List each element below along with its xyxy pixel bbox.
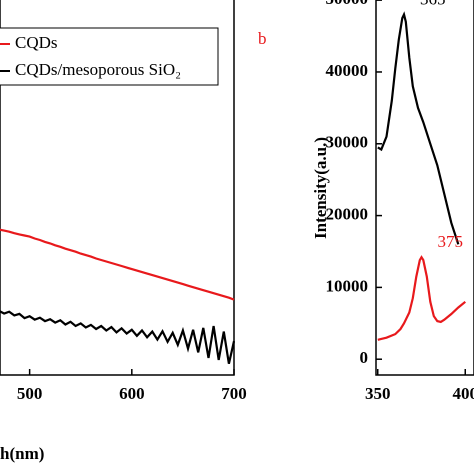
plot-frame xyxy=(375,0,474,376)
y-tick-label: 20000 xyxy=(326,204,369,223)
y-tick-label: 40000 xyxy=(326,61,369,80)
peak-label: 365 xyxy=(420,0,446,8)
y-tick-label: 10000 xyxy=(326,276,369,295)
peak-label: 375 xyxy=(438,232,464,251)
plot-frame xyxy=(0,0,235,376)
x-tick-label: 350 xyxy=(365,384,391,403)
x-tick-label: 700 xyxy=(221,384,247,403)
y-tick-label: 50000 xyxy=(326,0,369,8)
legend-box xyxy=(0,27,219,86)
series-line xyxy=(0,228,235,301)
x-axis-label: h(nm) xyxy=(0,444,44,463)
series-line xyxy=(0,310,236,364)
x-tick-label: 600 xyxy=(119,384,145,403)
panel-label: b xyxy=(258,29,267,48)
x-tick-label: 400 xyxy=(453,384,474,403)
series-line xyxy=(377,11,460,245)
y-tick-label: 30000 xyxy=(326,133,369,152)
x-tick-label: 500 xyxy=(17,384,43,403)
series-line xyxy=(377,255,466,341)
legend-label: CQDs/mesoporous SiO₂ xyxy=(15,60,181,79)
legend-label: CQDs xyxy=(15,33,58,52)
y-axis-label: Intensity(a.u.) xyxy=(311,137,330,239)
y-tick-label: 0 xyxy=(360,348,369,367)
